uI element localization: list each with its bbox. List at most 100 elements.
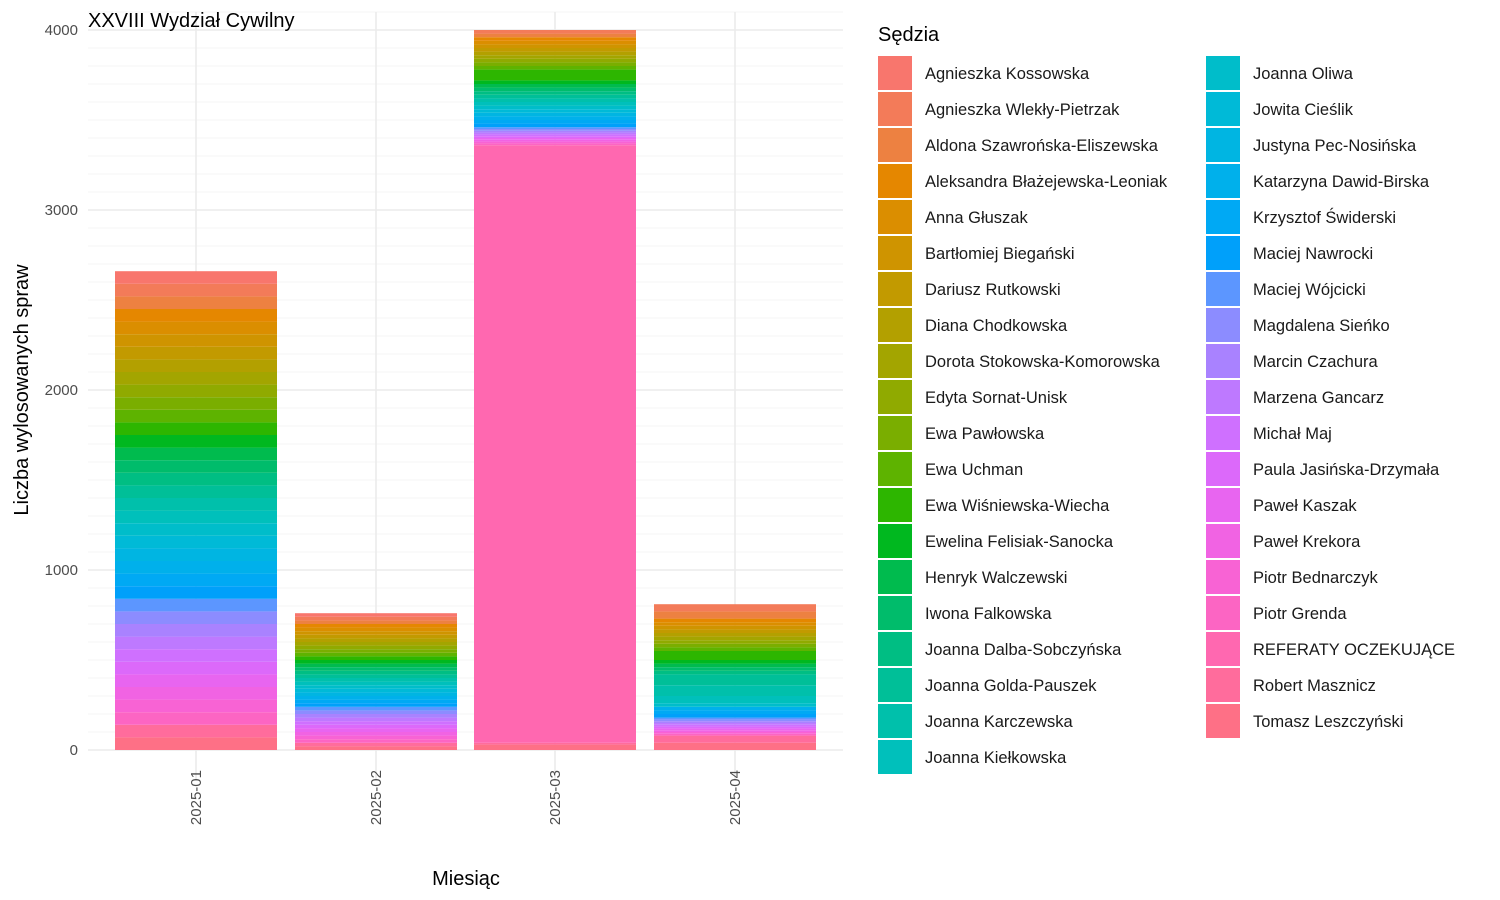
bar-segment — [295, 627, 457, 632]
bar-segment — [295, 746, 457, 750]
bar-segment — [295, 685, 457, 689]
bar-segment — [115, 359, 277, 372]
bar-segment — [654, 667, 816, 671]
bar-segment — [115, 523, 277, 536]
legend-key — [878, 272, 912, 306]
legend-item: Iwona Falkowska — [878, 596, 1052, 630]
bar-segment — [654, 696, 816, 704]
legend-label: Dariusz Rutkowski — [925, 281, 1061, 299]
bar-segment — [474, 744, 636, 750]
legend-item: Joanna Dalba-Sobczyńska — [878, 632, 1122, 666]
bar-segment — [295, 652, 457, 657]
bar-segment — [474, 84, 636, 88]
legend-label: Edyta Sornat-Unisk — [925, 389, 1068, 407]
legend-item: Maciej Wójcicki — [1206, 272, 1366, 306]
legend-label: Marzena Gancarz — [1253, 389, 1384, 407]
x-axis-title: Miesiąc — [432, 868, 500, 890]
bar-segment — [115, 334, 277, 347]
legend-key — [1206, 308, 1240, 342]
bar-segment — [295, 631, 457, 635]
bar-segment — [295, 688, 457, 693]
bar-segment — [474, 127, 636, 129]
legend-label: Joanna Dalba-Sobczyńska — [925, 641, 1122, 659]
legend-label: Henryk Walczewski — [925, 569, 1067, 587]
legend-key — [878, 164, 912, 198]
bar-segment — [654, 647, 816, 651]
legend-item: Robert Masznicz — [1206, 668, 1376, 702]
legend-item: Dorota Stokowska-Komorowska — [878, 344, 1161, 378]
bar-segment — [295, 642, 457, 646]
legend-label: Dorota Stokowska-Komorowska — [925, 353, 1161, 371]
bar-segment — [115, 598, 277, 612]
bar-segment — [654, 719, 816, 722]
legend-label: REFERATY OCZEKUJĄCE — [1253, 641, 1455, 659]
legend-label: Tomasz Leszczyński — [1253, 713, 1403, 731]
bar-segment — [295, 714, 457, 718]
bar-segment — [654, 670, 816, 675]
bar-segment — [474, 62, 636, 66]
legend-label: Bartłomiej Biegański — [925, 245, 1074, 263]
bar-segment — [115, 283, 277, 297]
legend-key — [1206, 596, 1240, 630]
legend-item: Agnieszka Kossowska — [878, 56, 1090, 90]
bar-segment — [654, 730, 816, 732]
legend-key — [1206, 272, 1240, 306]
legend-item: Edyta Sornat-Unisk — [878, 380, 1068, 414]
bar-segment — [115, 510, 277, 524]
legend-key — [878, 416, 912, 450]
bar-segment — [115, 535, 277, 549]
legend-label: Agnieszka Wlekły-Pietrzak — [925, 101, 1120, 119]
legend-key — [1206, 380, 1240, 414]
legend-key — [1206, 344, 1240, 378]
bar-segment — [115, 649, 277, 662]
legend-item: Justyna Pec-Nosińska — [1206, 128, 1417, 162]
legend-item: Ewa Pawłowska — [878, 416, 1045, 450]
bar-stack-2025-03 — [474, 30, 636, 750]
legend-label: Ewa Uchman — [925, 461, 1023, 479]
legend-label: Joanna Golda-Pauszek — [925, 677, 1097, 695]
y-axis-ticks: 0 1000 2000 3000 4000 — [45, 22, 78, 759]
bar-segment — [295, 706, 457, 711]
y-tick-label: 4000 — [45, 22, 78, 39]
bar-segment — [474, 145, 636, 743]
bar-segment — [654, 663, 816, 668]
legend-item: Maciej Nawrocki — [1206, 236, 1373, 270]
bar-segment — [474, 143, 636, 146]
bar-segment — [115, 447, 277, 461]
bar-segment — [295, 717, 457, 722]
legend-key — [878, 524, 912, 558]
bar-segment — [295, 649, 457, 653]
legend-label: Robert Masznicz — [1253, 677, 1376, 695]
bar-segment — [474, 141, 636, 144]
y-axis-title: Liczba wylosowanych spraw — [11, 264, 33, 516]
legend-item: Michał Maj — [1206, 416, 1332, 450]
legend-key — [1206, 164, 1240, 198]
y-tick-label: 0 — [70, 742, 78, 759]
bar-segment — [295, 667, 457, 671]
legend-label: Ewa Pawłowska — [925, 425, 1045, 443]
legend-item: Katarzyna Dawid-Birska — [1206, 164, 1430, 198]
bar-segment — [654, 604, 816, 612]
bar-segment — [115, 397, 277, 410]
bar-segment — [295, 674, 457, 678]
legend-item: Ewa Uchman — [878, 452, 1023, 486]
bar-segment — [295, 663, 457, 668]
legend-item: Marcin Czachura — [1206, 344, 1379, 378]
bar-segment — [474, 139, 636, 142]
bar-segment — [115, 712, 277, 725]
bar-segment — [474, 98, 636, 102]
bar-segment — [115, 309, 277, 322]
x-axis-ticks: 2025-01 2025-02 2025-03 2025-04 — [188, 770, 744, 825]
legend-key — [878, 128, 912, 162]
legend-item: Paweł Krekora — [1206, 524, 1361, 558]
legend-label: Marcin Czachura — [1253, 353, 1379, 371]
bar-segment — [115, 737, 277, 750]
bar-segment — [295, 645, 457, 650]
bar-segment — [654, 732, 816, 734]
legend-label: Joanna Kiełkowska — [925, 749, 1067, 767]
legend-key — [1206, 92, 1240, 126]
bar-segment — [654, 633, 816, 637]
legend-label: Piotr Bednarczyk — [1253, 569, 1378, 587]
legend-item: Anna Głuszak — [878, 200, 1028, 234]
